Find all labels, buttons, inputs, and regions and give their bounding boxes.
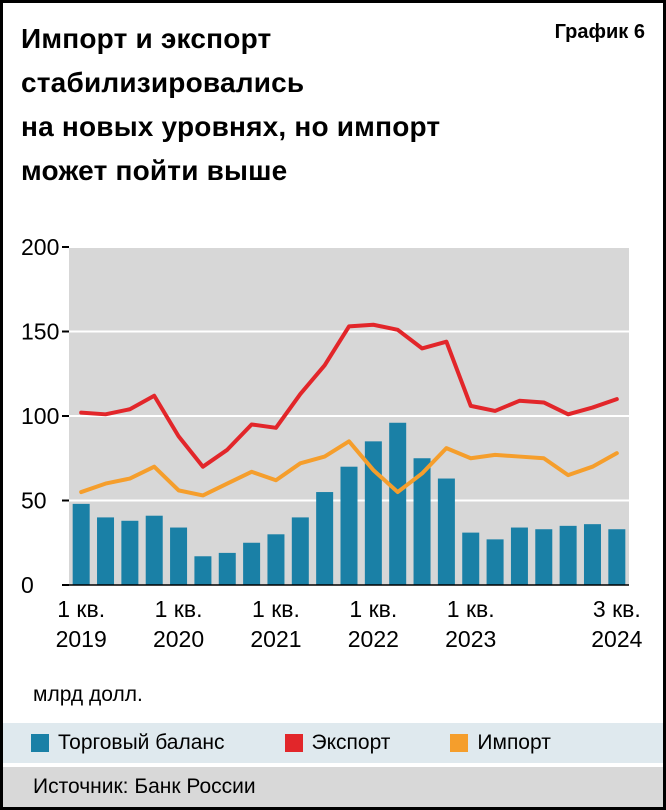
legend-label: Торговый баланс xyxy=(58,731,225,754)
x-axis-tick-year: 2019 xyxy=(56,626,107,652)
y-axis-tick-label: 200 xyxy=(21,234,59,260)
trade-balance-bar xyxy=(437,478,455,585)
trade-balance-bar xyxy=(194,556,212,585)
trade-balance-bar xyxy=(462,532,480,585)
legend: Торговый баланс Экспорт Импорт xyxy=(3,723,663,763)
chart-number-label: График 6 xyxy=(554,21,645,43)
x-axis-tick-year: 2022 xyxy=(348,626,399,652)
y-axis-tick-label: 0 xyxy=(21,572,34,598)
legend-item: Торговый баланс xyxy=(31,731,225,755)
trade-balance-bar xyxy=(267,534,285,585)
trade-balance-bar xyxy=(413,458,431,585)
chart-canvas: 0 50 100 150 200 1 кв. 2019 1 кв. 2020 1 кв. 2021 1… xyxy=(21,234,643,652)
legend-label: Импорт xyxy=(477,731,551,754)
trade-balance-bar xyxy=(486,539,504,585)
x-axis-tick-quarter: 1 кв. xyxy=(155,596,203,622)
legend-swatch-icon xyxy=(284,734,303,752)
x-axis-tick-quarter: 1 кв. xyxy=(349,596,397,622)
trade-balance-bar xyxy=(145,515,163,585)
y-axis-tick-label: 100 xyxy=(21,403,59,429)
trade-balance-bar xyxy=(316,492,334,585)
x-axis-tick-year: 2023 xyxy=(445,626,496,652)
legend-swatch-icon xyxy=(31,734,49,752)
export-line xyxy=(79,322,619,469)
legend-swatch-icon xyxy=(450,734,469,752)
x-axis-tick-year: 2024 xyxy=(591,626,642,652)
chart-title-line-2: на новых уровнях, но импорт xyxy=(21,111,441,142)
legend-item: Экспорт xyxy=(284,731,391,755)
y-axis-tick-label: 150 xyxy=(21,319,59,345)
trade-balance-bar xyxy=(243,542,261,585)
y-axis-tick-label: 50 xyxy=(21,488,47,514)
trade-balance-bar xyxy=(121,520,139,585)
source-label: Источник: Банк России xyxy=(3,767,663,807)
trade-balance-bar xyxy=(97,517,115,585)
x-axis-tick-year: 2020 xyxy=(153,626,204,652)
trade-balance-bar xyxy=(218,552,236,585)
x-axis-tick-year: 2021 xyxy=(250,626,301,652)
legend-label: Экспорт xyxy=(311,731,391,754)
x-axis-tick-quarter: 3 кв. xyxy=(593,596,641,622)
trade-balance-bar xyxy=(291,517,309,585)
trade-balance-bar xyxy=(72,503,90,585)
x-axis-tick-quarter: 1 кв. xyxy=(57,596,105,622)
trade-balance-bar xyxy=(170,527,188,585)
x-axis-tick-quarter: 1 кв. xyxy=(447,596,495,622)
import-line xyxy=(79,439,619,498)
trade-balance-bar xyxy=(340,466,358,585)
chart-title-line-3: может пойти выше xyxy=(21,155,288,186)
trade-balance-bar xyxy=(364,441,382,585)
header: Импорт и экспорт стабилизировались на но… xyxy=(3,3,663,193)
chart-title-line-1: Импорт и экспорт стабилизировались xyxy=(21,23,305,98)
chart-area: 0 50 100 150 200 1 кв. 2019 1 кв. 2020 1 кв. 2021 1… xyxy=(19,233,663,653)
unit-label: млрд долл. xyxy=(33,683,143,706)
trade-balance-bar xyxy=(510,527,528,585)
trade-balance-bar xyxy=(608,529,626,585)
trade-balance-bar xyxy=(535,529,553,585)
chart-title: Импорт и экспорт стабилизировались на но… xyxy=(21,17,555,193)
trade-balance-bar xyxy=(389,422,407,585)
legend-item: Импорт xyxy=(450,731,551,755)
trade-balance-bar xyxy=(583,524,601,585)
trade-balance-bar xyxy=(559,525,577,585)
x-axis-tick-quarter: 1 кв. xyxy=(252,596,300,622)
